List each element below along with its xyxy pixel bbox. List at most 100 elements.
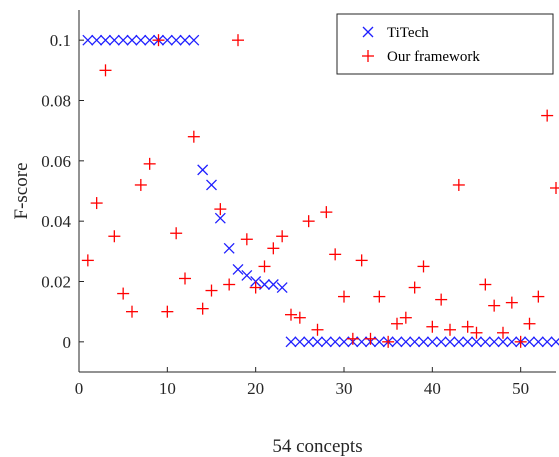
- data-point: [400, 336, 412, 348]
- data-point: [417, 260, 430, 273]
- x-tick-label: 50: [512, 379, 529, 398]
- data-point: [312, 336, 323, 348]
- legend-box: [336, 13, 554, 75]
- x-marker-stroke: [108, 34, 120, 46]
- data-point: [418, 336, 429, 348]
- data-point: [435, 336, 447, 348]
- x-marker-stroke: [479, 336, 491, 348]
- x-tick-label: 30: [336, 379, 353, 398]
- x-tick-label: 10: [159, 379, 176, 398]
- x-marker-stroke: [312, 336, 323, 348]
- data-point: [152, 34, 165, 47]
- x-marker-stroke: [303, 336, 315, 348]
- data-point: [249, 281, 262, 294]
- data-point: [453, 336, 465, 348]
- x-marker-stroke: [506, 336, 518, 348]
- x-marker-stroke: [329, 336, 341, 348]
- x-marker-stroke: [285, 336, 297, 348]
- data-point: [144, 34, 156, 46]
- x-marker-stroke: [320, 336, 332, 348]
- axes: 0 10 20 30 40 50 0 0.02 0.04 0.06 0.08 0.1 54 concep…: [11, 10, 556, 457]
- data-point: [329, 336, 341, 348]
- data-point: [471, 336, 482, 348]
- series-our-framework: [81, 34, 559, 348]
- data-point: [91, 34, 103, 46]
- data-point: [479, 278, 492, 291]
- x-marker-stroke: [126, 34, 138, 46]
- legend-label: TiTech: [387, 25, 429, 41]
- data-point: [196, 302, 209, 315]
- data-point: [126, 305, 138, 318]
- data-point: [232, 34, 244, 47]
- data-point: [435, 293, 448, 306]
- data-point: [82, 34, 94, 46]
- plot-area: [81, 34, 559, 348]
- x-axis-label: 54 concepts: [272, 436, 362, 457]
- x-marker-stroke: [267, 279, 279, 290]
- x-marker-stroke: [241, 270, 253, 281]
- x-marker-stroke: [144, 34, 156, 46]
- data-point: [355, 254, 368, 267]
- data-point: [550, 336, 559, 348]
- x-marker-stroke: [179, 34, 191, 46]
- data-point: [170, 34, 182, 46]
- data-point: [452, 178, 465, 191]
- data-point: [409, 336, 421, 348]
- data-point: [488, 336, 500, 348]
- data-point: [444, 323, 456, 336]
- x-marker-stroke: [462, 336, 474, 348]
- data-point: [187, 130, 200, 143]
- data-point: [161, 34, 173, 46]
- data-point: [205, 284, 218, 297]
- x-marker-stroke: [409, 336, 421, 348]
- data-point: [100, 34, 111, 46]
- x-marker-stroke: [206, 179, 217, 191]
- data-point: [523, 317, 536, 330]
- y-tick-label: 0.08: [41, 92, 71, 111]
- data-point: [470, 326, 483, 339]
- x-marker-stroke: [532, 336, 544, 348]
- data-point: [117, 34, 129, 46]
- x-marker-stroke: [232, 263, 244, 275]
- data-point: [444, 336, 456, 348]
- x-marker-stroke: [100, 34, 111, 46]
- data-point: [161, 305, 174, 318]
- data-point: [170, 227, 183, 240]
- x-marker-stroke: [250, 276, 262, 287]
- data-point: [373, 290, 386, 303]
- x-marker-stroke: [453, 336, 465, 348]
- x-marker-stroke: [170, 34, 182, 46]
- data-point: [462, 336, 474, 348]
- data-point: [179, 272, 191, 285]
- data-point: [479, 336, 491, 348]
- data-point: [497, 326, 509, 339]
- data-point: [206, 179, 217, 191]
- data-point: [223, 278, 236, 291]
- data-point: [232, 263, 244, 275]
- data-point: [126, 34, 138, 46]
- series-titech: [82, 34, 559, 348]
- x-marker-stroke: [418, 336, 429, 348]
- data-point: [258, 260, 271, 273]
- data-point: [108, 230, 121, 243]
- data-point: [197, 164, 209, 176]
- data-point: [382, 335, 395, 348]
- x-marker-stroke: [362, 26, 374, 38]
- data-point: [426, 320, 439, 333]
- x-marker-stroke: [373, 336, 385, 348]
- x-marker-stroke: [135, 34, 147, 46]
- data-point: [302, 215, 315, 228]
- x-tick-label: 40: [424, 379, 441, 398]
- data-point: [214, 212, 226, 224]
- data-point: [338, 290, 350, 303]
- x-marker-stroke: [188, 34, 200, 46]
- x-tick-label: 20: [247, 379, 264, 398]
- data-point: [135, 34, 147, 46]
- data-point: [143, 157, 156, 170]
- x-marker-stroke: [197, 164, 209, 176]
- data-point: [514, 335, 527, 348]
- x-marker-stroke: [444, 336, 456, 348]
- data-point: [391, 336, 403, 348]
- y-tick-label: 0: [63, 333, 72, 352]
- y-tick-label: 0.1: [50, 31, 71, 50]
